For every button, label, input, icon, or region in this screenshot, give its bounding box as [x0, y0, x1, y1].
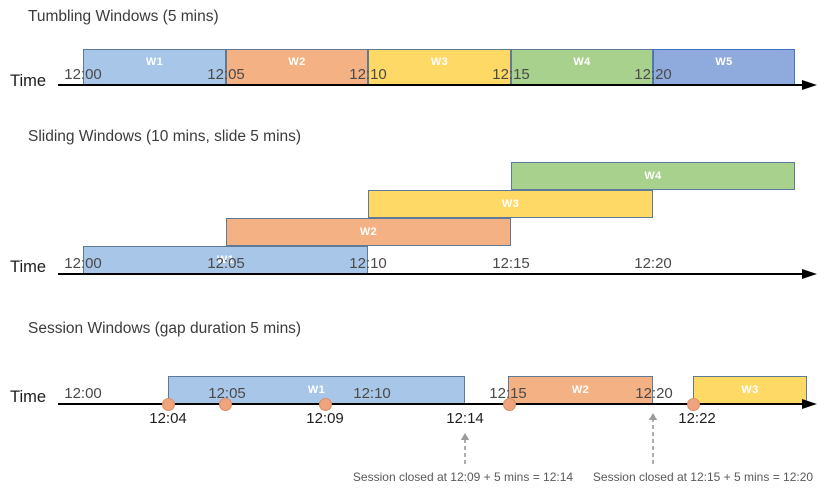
event-time-label: 12:14	[446, 410, 484, 427]
window-tumbling-w4: W4	[511, 49, 653, 85]
window-label: W2	[571, 384, 590, 396]
window-label: W1	[145, 56, 164, 68]
tick-label-sliding: 12:00	[64, 255, 102, 272]
tick-label-sliding: 12:10	[349, 255, 387, 272]
event-time-label: 12:09	[306, 410, 344, 427]
window-sliding-w1: W1	[83, 246, 368, 274]
timeline-sliding	[58, 273, 803, 275]
window-label: W2	[359, 226, 378, 238]
event-dot	[502, 397, 516, 411]
timeline-arrow-icon	[802, 269, 817, 279]
tick-label-session: 12:15	[489, 385, 527, 402]
window-label: W3	[741, 384, 759, 396]
time-axis-label-sliding: Time	[10, 258, 47, 276]
tick-label-tumbling: 12:10	[349, 66, 387, 83]
session-close-arrow-icon	[458, 433, 472, 464]
window-label: W1	[307, 384, 326, 396]
window-label: W3	[430, 56, 449, 68]
timeline-arrow-icon	[802, 80, 817, 90]
window-session-w3: W3	[693, 376, 807, 404]
event-dot	[161, 397, 175, 411]
session-close-annotation: Session closed at 12:15 + 5 mins = 12:20	[592, 470, 814, 484]
event-dot	[218, 397, 232, 411]
event-time-label: 12:22	[678, 410, 716, 427]
window-label: W2	[288, 56, 306, 68]
session-close-arrow-icon	[646, 413, 660, 464]
tick-label-session: 12:10	[353, 385, 391, 402]
event-time-label: 12:04	[149, 410, 187, 427]
event-dot	[686, 397, 700, 411]
tick-label-session: 12:20	[635, 385, 673, 402]
window-sliding-w3: W3	[368, 190, 653, 218]
window-label: W3	[501, 198, 520, 210]
tick-label-sliding: 12:20	[634, 255, 672, 272]
window-session-w2: W2	[508, 376, 653, 404]
tick-label-tumbling: 12:15	[492, 66, 530, 83]
section-title-sliding: Sliding Windows (10 mins, slide 5 mins)	[28, 128, 302, 145]
window-tumbling-w2: W2	[226, 49, 368, 85]
section-title-tumbling: Tumbling Windows (5 mins)	[28, 8, 219, 25]
window-tumbling-w1: W1	[83, 49, 226, 85]
window-label: W1	[216, 254, 235, 266]
window-label: W4	[573, 56, 591, 68]
window-label: W4	[644, 170, 662, 182]
window-tumbling-w3: W3	[368, 49, 511, 85]
tick-label-tumbling: 12:05	[207, 66, 245, 83]
tick-label-session: 12:00	[64, 385, 102, 402]
section-title-session: Session Windows (gap duration 5 mins)	[28, 320, 302, 337]
time-axis-label-session: Time	[10, 388, 47, 406]
tick-label-sliding: 12:05	[207, 255, 245, 272]
session-close-annotation: Session closed at 12:09 + 5 mins = 12:14	[352, 470, 574, 484]
event-dot	[318, 397, 332, 411]
window-sliding-w4: W4	[511, 162, 795, 190]
window-sliding-w2: W2	[226, 218, 511, 246]
tick-label-sliding: 12:15	[492, 255, 530, 272]
timeline-session	[58, 403, 803, 405]
window-label: W5	[715, 56, 733, 68]
tick-label-session: 12:05	[208, 385, 246, 402]
time-axis-label-tumbling: Time	[10, 72, 47, 90]
timeline-arrow-icon	[802, 399, 817, 409]
window-tumbling-w5: W5	[653, 49, 795, 85]
timeline-tumbling	[58, 84, 803, 86]
tick-label-tumbling: 12:00	[64, 66, 102, 83]
tick-label-tumbling: 12:20	[634, 66, 672, 83]
